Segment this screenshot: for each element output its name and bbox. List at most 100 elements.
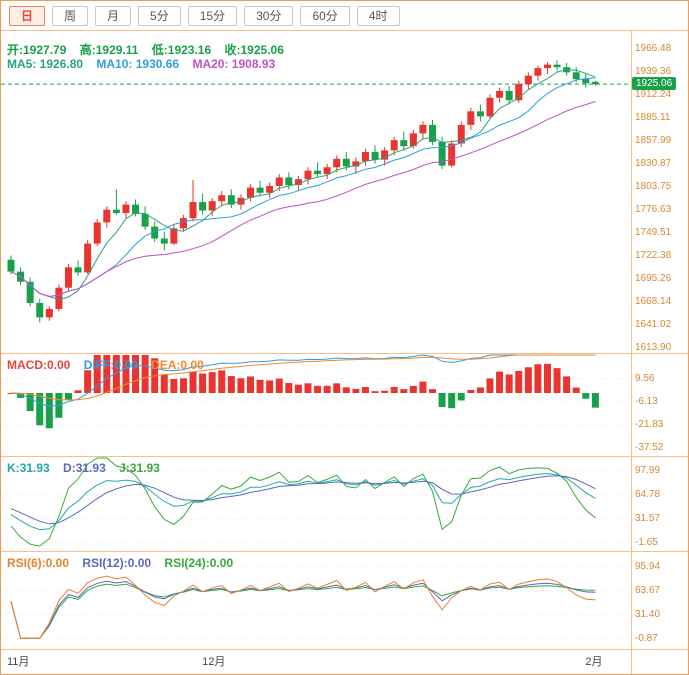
tab-60min[interactable]: 60分	[300, 5, 350, 26]
macd-bar	[237, 378, 245, 394]
rsi24-value: RSI(24):0.00	[164, 556, 234, 570]
y-axis-label: 63.67	[635, 585, 661, 596]
k-value: K:31.93	[7, 461, 50, 475]
macd-bar	[132, 355, 140, 394]
x-axis-label: 2月	[585, 656, 603, 668]
x-axis-label: 12月	[202, 656, 226, 668]
candle-body	[419, 124, 427, 134]
y-axis-label: 1830.87	[635, 158, 672, 169]
candle-body	[112, 209, 120, 214]
candle-body	[496, 90, 504, 98]
macd-readout: MACD:0.00 DIFF:0.00 DEA:0.00	[7, 358, 214, 372]
macd-bar	[352, 388, 360, 394]
rsi-chart[interactable]	[1, 551, 631, 649]
d-line	[10, 475, 596, 525]
panel-divider	[1, 456, 688, 457]
y-axis-label: -0.87	[635, 633, 658, 644]
kdj-chart[interactable]	[1, 456, 631, 551]
macd-bar	[419, 381, 427, 394]
macd-bar	[112, 355, 120, 394]
macd-bar	[534, 364, 542, 394]
macd-bar	[179, 378, 187, 394]
tab-4hour[interactable]: 4时	[356, 5, 400, 26]
macd-bar	[74, 390, 82, 394]
y-axis-label: 1695.26	[635, 273, 672, 284]
macd-bar	[170, 378, 178, 394]
candle-body	[199, 202, 207, 211]
low-value: 低:1923.16	[151, 43, 212, 57]
candle-body	[591, 81, 599, 85]
candle-body	[390, 140, 398, 151]
tab-5min[interactable]: 5分	[138, 5, 181, 26]
y-axis-label: 97.99	[635, 465, 661, 476]
candle-body	[285, 177, 293, 186]
macd-bar	[582, 393, 590, 399]
macd-bar	[256, 379, 264, 394]
candle-body	[534, 68, 542, 76]
y-axis-label: -37.52	[635, 442, 664, 453]
candle-body	[103, 209, 111, 223]
tab-day[interactable]: 日	[9, 5, 46, 26]
candle-body	[352, 161, 360, 167]
high-value: 高:1929.11	[79, 43, 139, 57]
ma20-value: MA20: 1908.93	[192, 57, 276, 71]
candle-body	[45, 308, 53, 318]
candle-body	[266, 185, 274, 193]
candle-body	[524, 75, 532, 85]
candle-body	[55, 287, 63, 309]
macd-bar	[429, 389, 437, 394]
candle-body	[179, 218, 187, 229]
y-axis-label: -21.83	[635, 419, 664, 430]
tab-week[interactable]: 周	[52, 5, 89, 26]
y-axis-label: 1966.48	[635, 43, 672, 54]
macd-bar	[524, 367, 532, 394]
candle-body	[409, 133, 417, 147]
candle-body	[457, 124, 465, 144]
candle-body	[256, 187, 264, 193]
macd-bar	[505, 374, 513, 394]
candle-body	[361, 152, 369, 162]
macd-bar	[515, 370, 523, 394]
rsi24-line	[10, 583, 596, 639]
diff-value: DIFF:0.00	[83, 358, 138, 372]
tab-month[interactable]: 月	[95, 5, 132, 26]
ma-readout: MA5: 1926.80 MA10: 1930.66 MA20: 1908.93	[7, 57, 285, 71]
candle-body	[400, 140, 408, 147]
candle-body	[36, 302, 44, 318]
y-axis-label: 1722.38	[635, 250, 672, 261]
macd-bar	[247, 376, 254, 394]
ohlc-readout: 开:1927.79 高:1929.11 低:1923.16 收:1925.06	[7, 41, 294, 58]
macd-bar	[457, 393, 465, 401]
candle-body	[247, 187, 254, 198]
y-axis-label: 31.57	[635, 512, 661, 524]
candle-body	[429, 124, 437, 142]
y-axis-label: 1912.24	[635, 88, 672, 100]
y-axis-label: 1668.14	[635, 296, 672, 307]
panel-divider	[1, 649, 688, 650]
y-axis-label: -1.65	[635, 537, 658, 548]
macd-bar	[36, 393, 44, 426]
candle-body	[553, 64, 561, 68]
candlestick-chart[interactable]	[1, 31, 631, 353]
tab-15min[interactable]: 15分	[187, 5, 238, 26]
candle-body	[132, 204, 140, 214]
tab-30min[interactable]: 30分	[244, 5, 294, 26]
candle-body	[515, 84, 523, 101]
macd-bar	[141, 355, 149, 394]
macd-bar	[563, 376, 571, 394]
candle-body	[93, 222, 101, 244]
candle-body	[342, 158, 350, 167]
j-line	[10, 457, 596, 547]
macd-bar	[572, 387, 580, 394]
macd-bar	[64, 393, 72, 400]
y-axis-label: 1939.36	[635, 65, 672, 77]
macd-bar	[448, 393, 456, 409]
close-value: 收:1925.06	[224, 43, 284, 57]
candle-body	[227, 195, 235, 205]
candle-body	[323, 167, 331, 175]
candle-body	[237, 197, 245, 205]
macd-bar	[381, 390, 389, 394]
ma5-line	[10, 69, 596, 301]
macd-bar	[361, 387, 369, 394]
macd-chart[interactable]	[1, 353, 631, 456]
